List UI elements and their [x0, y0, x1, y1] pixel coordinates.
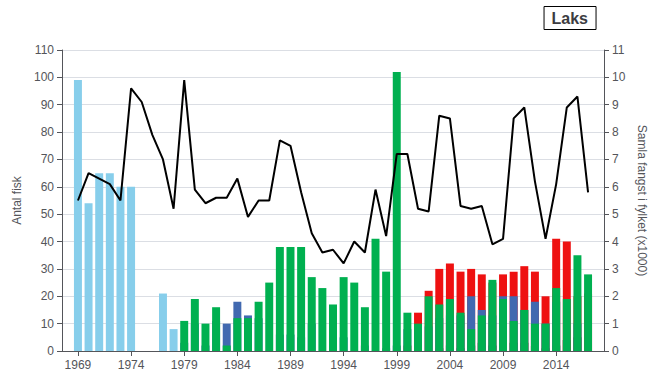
svg-text:110: 110: [35, 43, 54, 57]
svg-text:1984: 1984: [224, 358, 251, 372]
svg-text:1999: 1999: [383, 358, 410, 372]
svg-text:70: 70: [41, 152, 55, 166]
svg-text:0: 0: [612, 344, 619, 358]
svg-text:2014: 2014: [543, 358, 570, 372]
svg-text:5: 5: [612, 207, 619, 221]
svg-text:1989: 1989: [277, 358, 304, 372]
svg-text:40: 40: [41, 235, 55, 249]
svg-text:90: 90: [41, 98, 55, 112]
svg-text:Laks: Laks: [552, 10, 589, 27]
svg-text:0: 0: [47, 344, 54, 358]
svg-text:30: 30: [41, 262, 55, 276]
svg-text:2004: 2004: [437, 358, 464, 372]
svg-text:80: 80: [41, 125, 55, 139]
svg-text:60: 60: [41, 180, 55, 194]
svg-text:8: 8: [612, 125, 619, 139]
svg-text:1979: 1979: [171, 358, 198, 372]
svg-text:50: 50: [41, 207, 55, 221]
svg-text:100: 100: [34, 70, 54, 84]
svg-text:1: 1: [612, 317, 619, 331]
svg-text:1994: 1994: [330, 358, 357, 372]
svg-text:3: 3: [612, 262, 619, 276]
svg-text:7: 7: [612, 152, 619, 166]
svg-text:1974: 1974: [118, 358, 145, 372]
svg-text:10: 10: [612, 70, 626, 84]
svg-text:6: 6: [612, 180, 619, 194]
svg-text:11: 11: [612, 43, 625, 57]
svg-text:1969: 1969: [65, 358, 92, 372]
svg-text:Antal fisk: Antal fisk: [10, 175, 24, 225]
svg-text:20: 20: [41, 289, 55, 303]
svg-text:9: 9: [612, 98, 619, 112]
svg-text:2: 2: [612, 289, 619, 303]
svg-text:10: 10: [41, 317, 55, 331]
svg-text:Samla fangst i fylket (x1000): Samla fangst i fylket (x1000): [635, 125, 649, 276]
svg-text:2009: 2009: [490, 358, 517, 372]
svg-text:4: 4: [612, 235, 619, 249]
